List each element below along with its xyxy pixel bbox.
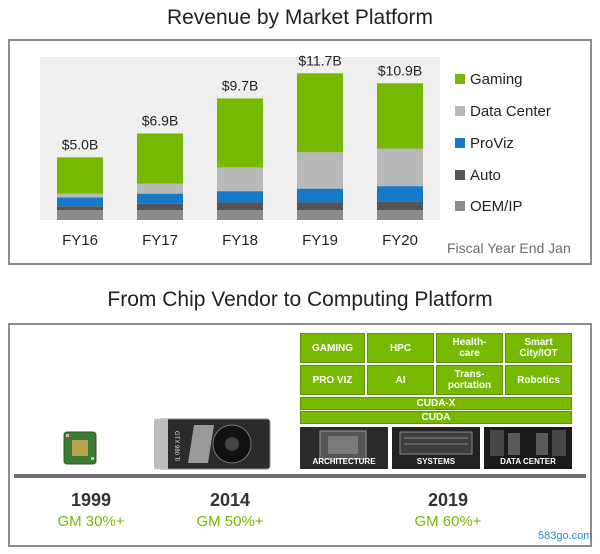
- bar-total-label: $6.9B: [142, 112, 179, 128]
- tile-transportation: Trans- portation: [436, 365, 503, 395]
- photo-caption: ARCHITECTURE: [312, 457, 376, 466]
- bar-segment-proviz: [57, 197, 103, 207]
- tile-ai: AI: [367, 365, 434, 395]
- timeline-line: [14, 474, 586, 478]
- chart-title: Revenue by Market Platform: [166, 6, 434, 29]
- x-tick-label: FY17: [142, 232, 178, 249]
- datacenter-photo: DATA CENTER: [484, 427, 572, 469]
- bar-segment-oem-ip: [297, 209, 343, 220]
- bar-segment-proviz: [377, 186, 423, 202]
- bar-segment-data-center: [57, 193, 103, 198]
- legend-label: Data Center: [470, 103, 551, 120]
- bar-segment-gaming: [377, 83, 423, 149]
- legend-swatch-oem-ip: [455, 201, 465, 211]
- bar-segment-gaming: [297, 73, 343, 153]
- bar-segment-gaming: [137, 133, 183, 184]
- bar-total-label: $11.7B: [298, 52, 341, 68]
- bar-segment-oem-ip: [137, 209, 183, 220]
- bar-segment-gaming: [57, 157, 103, 194]
- tile-healthcare: Health- care: [436, 333, 503, 363]
- legend-swatch-gaming: [455, 74, 465, 84]
- bar-segment-auto: [137, 203, 183, 210]
- chip-icon: [63, 431, 97, 465]
- systems-photo: SYSTEMS: [392, 427, 480, 469]
- bar-segment-auto: [377, 201, 423, 210]
- revenue-chart: $5.0B FY16 $6.9B FY17 $9.7B FY18 $11.7B FY19 $10…: [40, 52, 440, 249]
- legend-label: Gaming: [470, 71, 523, 88]
- chip-die-image: [300, 427, 388, 469]
- bar-total-label: $5.0B: [62, 136, 99, 152]
- bar-segment-auto: [297, 202, 343, 210]
- bar-segment-data-center: [377, 148, 423, 187]
- x-tick-label: FY18: [222, 232, 258, 249]
- server-system-image: [392, 427, 480, 469]
- bar-segment-auto: [217, 202, 263, 210]
- bar-total-label: $10.9B: [378, 62, 422, 78]
- x-axis-label: Fiscal Year End Jan: [447, 240, 571, 256]
- bar-segment-proviz: [137, 193, 183, 204]
- milestone-gm: GM 30%+: [57, 513, 125, 530]
- datacenter-image: [484, 427, 572, 469]
- bar-segment-oem-ip: [377, 209, 423, 220]
- bar-segment-auto: [57, 206, 103, 210]
- bar-segment-oem-ip: [217, 209, 263, 220]
- milestone-gm: GM 60%+: [414, 513, 482, 530]
- x-tick-label: FY19: [302, 232, 338, 249]
- legend-label: Auto: [470, 167, 501, 184]
- gpu-card-icon: GTX 980 Ti: [154, 418, 271, 470]
- milestone-year: 1999: [70, 490, 112, 510]
- bar-segment-data-center: [217, 167, 263, 192]
- gpu-card-label: GTX 980 Ti: [173, 431, 179, 461]
- tile-hpc: HPC: [367, 333, 434, 363]
- tile-pro-viz: PRO VIZ: [300, 365, 365, 395]
- x-tick-label: FY16: [62, 232, 98, 249]
- legend-swatch-data-center: [455, 106, 465, 116]
- milestone-year: 2014: [209, 490, 251, 510]
- bar-segment-data-center: [137, 183, 183, 194]
- tile-robotics: Robotics: [505, 365, 572, 395]
- cuda-bar: CUDA: [300, 411, 572, 424]
- bar-segment-gaming: [217, 98, 263, 168]
- legend-swatch-auto: [455, 170, 465, 180]
- cuda-x-bar: CUDA-X: [300, 397, 572, 410]
- milestone-year: 2019: [427, 490, 469, 510]
- tile-gaming: GAMING: [300, 333, 365, 363]
- bar-segment-proviz: [217, 191, 263, 203]
- legend-swatch-proviz: [455, 138, 465, 148]
- x-tick-label: FY20: [382, 232, 418, 249]
- photo-caption: DATA CENTER: [500, 457, 556, 466]
- milestone-gm: GM 50%+: [196, 513, 264, 530]
- legend-label: ProViz: [470, 135, 514, 152]
- tile-smart-city: Smart City/IOT: [505, 333, 572, 363]
- legend-label: OEM/IP: [470, 198, 523, 215]
- watermark-text: 583go.com: [538, 530, 593, 542]
- bar-total-label: $9.7B: [222, 77, 259, 93]
- photo-caption: SYSTEMS: [416, 457, 456, 466]
- bar-segment-oem-ip: [57, 209, 103, 220]
- bar-segment-data-center: [297, 152, 343, 189]
- architecture-photo: ARCHITECTURE: [300, 427, 388, 469]
- section-title: From Chip Vendor to Computing Platform: [107, 288, 493, 311]
- bar-segment-proviz: [297, 188, 343, 203]
